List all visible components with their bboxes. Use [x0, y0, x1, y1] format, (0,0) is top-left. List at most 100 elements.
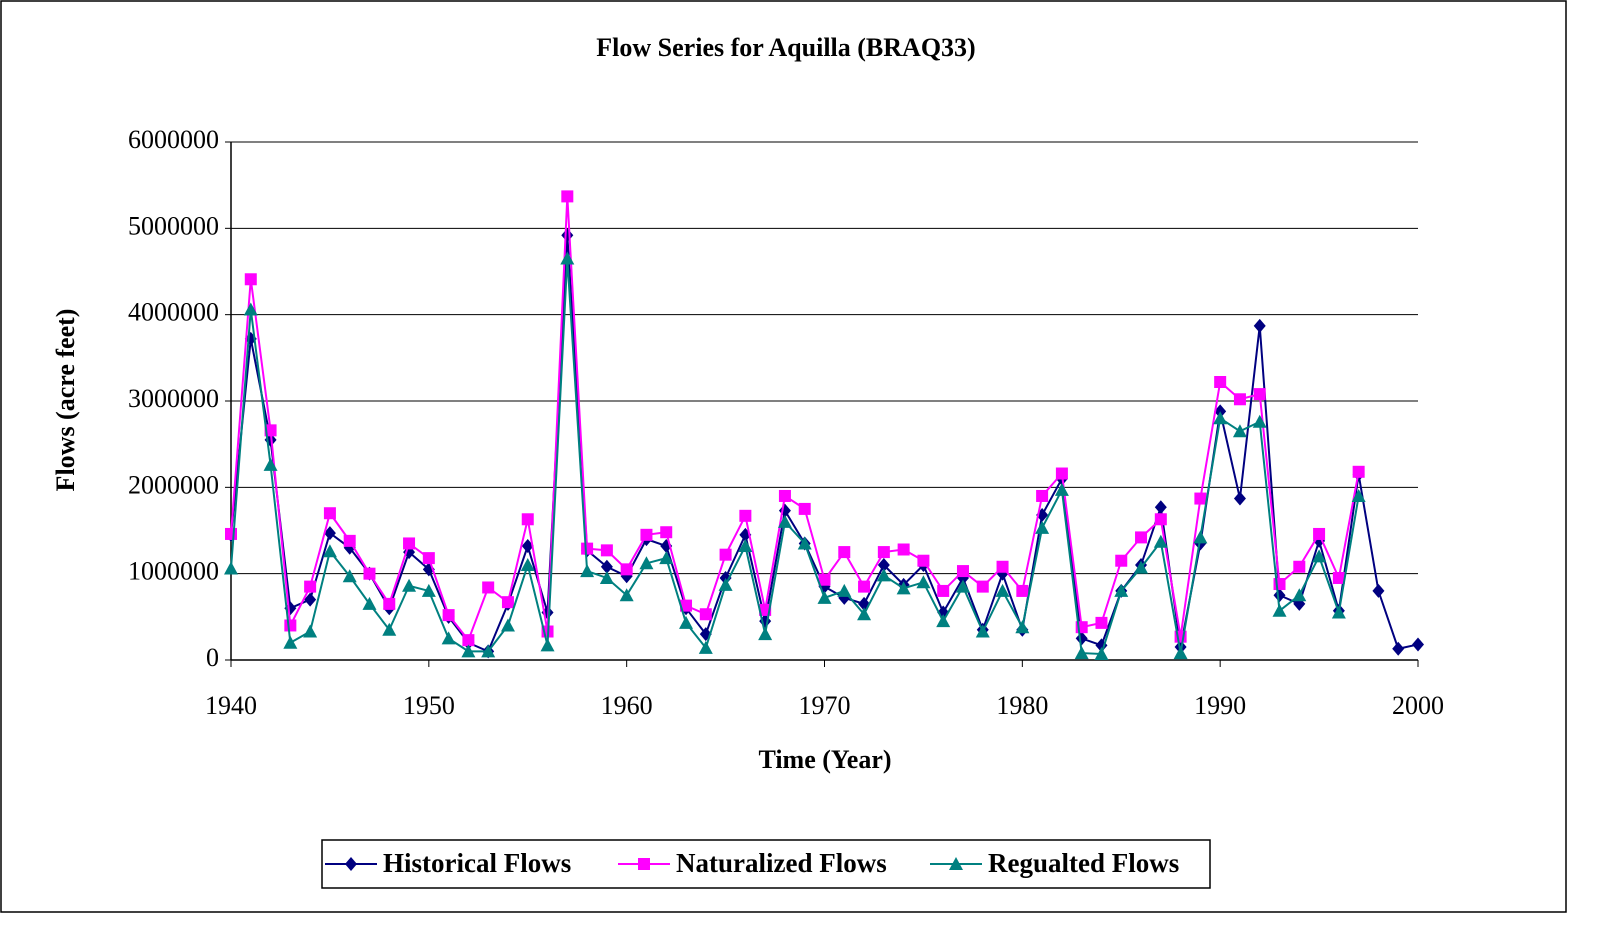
- data-point: [323, 507, 336, 520]
- x-tick-label: 1960: [601, 691, 653, 720]
- data-point: [877, 558, 890, 573]
- data-point: [738, 539, 753, 553]
- data-point: [1036, 507, 1049, 522]
- y-tick-label: 3000000: [128, 384, 219, 413]
- data-point: [719, 548, 732, 561]
- data-point: [1351, 488, 1366, 502]
- data-point: [580, 564, 595, 578]
- data-point: [1036, 489, 1049, 502]
- data-point: [225, 527, 237, 540]
- data-point: [1154, 513, 1167, 526]
- data-point: [599, 570, 614, 584]
- data-point: [699, 608, 712, 621]
- data-point: [896, 581, 911, 595]
- data-point: [1214, 376, 1227, 389]
- data-point: [718, 577, 733, 591]
- data-point: [659, 551, 674, 565]
- data-point: [1233, 491, 1246, 506]
- data-point: [858, 580, 871, 593]
- data-point: [362, 596, 377, 610]
- data-point: [739, 509, 752, 522]
- data-point: [976, 580, 989, 593]
- data-point: [1154, 500, 1167, 515]
- data-point: [402, 578, 417, 592]
- data-point: [1272, 603, 1287, 617]
- x-axis-label: Time (Year): [758, 745, 891, 774]
- data-point: [303, 624, 318, 638]
- y-tick-label: 6000000: [128, 125, 219, 154]
- y-tick-label: 1000000: [128, 557, 219, 586]
- data-point: [798, 502, 811, 515]
- data-point: [343, 534, 356, 547]
- data-point: [1273, 588, 1286, 603]
- data-point: [244, 273, 257, 286]
- x-tick-label: 1980: [996, 691, 1048, 720]
- data-point: [1055, 467, 1068, 480]
- data-point: [1074, 646, 1089, 660]
- legend-marker: [345, 857, 357, 871]
- data-point: [1332, 571, 1345, 584]
- data-point: [342, 569, 357, 583]
- data-point: [1054, 482, 1069, 496]
- data-point: [560, 251, 575, 265]
- data-point: [680, 599, 693, 612]
- data-point: [263, 457, 278, 471]
- data-point: [917, 554, 930, 567]
- data-point: [421, 583, 436, 597]
- data-point: [1173, 646, 1188, 660]
- data-point: [936, 614, 951, 628]
- data-point: [1015, 620, 1030, 634]
- x-tick-label: 1990: [1194, 691, 1246, 720]
- data-point: [462, 634, 475, 647]
- data-point: [679, 615, 694, 629]
- data-point: [540, 638, 555, 652]
- chart-border: [0, 0, 1567, 913]
- data-point: [284, 619, 297, 632]
- data-point: [620, 563, 633, 576]
- data-point: [1035, 520, 1050, 534]
- data-point: [1372, 583, 1385, 598]
- data-point: [1412, 637, 1424, 652]
- data-point: [1135, 531, 1148, 544]
- data-point: [1252, 414, 1267, 428]
- x-tick-label: 1970: [799, 691, 851, 720]
- data-point: [777, 514, 792, 528]
- data-point: [1095, 616, 1108, 629]
- data-point: [501, 596, 514, 609]
- chart-title: Flow Series for Aquilla (BRAQ33): [596, 33, 975, 62]
- data-point: [937, 584, 950, 597]
- data-point: [264, 424, 277, 437]
- legend-label: Historical Flows: [383, 848, 571, 878]
- data-point: [422, 552, 435, 565]
- data-point: [461, 644, 476, 658]
- data-point: [1193, 530, 1208, 544]
- data-point: [975, 624, 990, 638]
- data-point: [382, 622, 397, 636]
- x-tick-label: 1940: [205, 691, 257, 720]
- data-point: [441, 631, 456, 645]
- data-point: [1114, 583, 1129, 597]
- data-point: [500, 618, 515, 632]
- data-point: [956, 565, 969, 578]
- data-point: [1292, 588, 1307, 602]
- data-point: [797, 536, 812, 550]
- data-point: [837, 583, 852, 597]
- data-point: [996, 560, 1009, 573]
- data-point: [619, 588, 634, 602]
- data-point: [1194, 492, 1207, 505]
- data-point: [243, 302, 258, 316]
- data-point: [283, 635, 298, 649]
- legend-label: Regualted Flows: [988, 848, 1179, 878]
- data-point: [1134, 560, 1149, 574]
- data-point: [639, 556, 654, 570]
- data-point: [322, 544, 337, 558]
- data-point: [1153, 534, 1168, 548]
- data-point: [1293, 560, 1306, 573]
- data-point: [778, 489, 791, 502]
- data-point: [521, 513, 534, 526]
- legend-marker: [638, 858, 650, 870]
- data-point: [403, 537, 416, 550]
- x-tick-label: 1950: [403, 691, 455, 720]
- data-point: [561, 190, 574, 203]
- data-point: [955, 579, 970, 593]
